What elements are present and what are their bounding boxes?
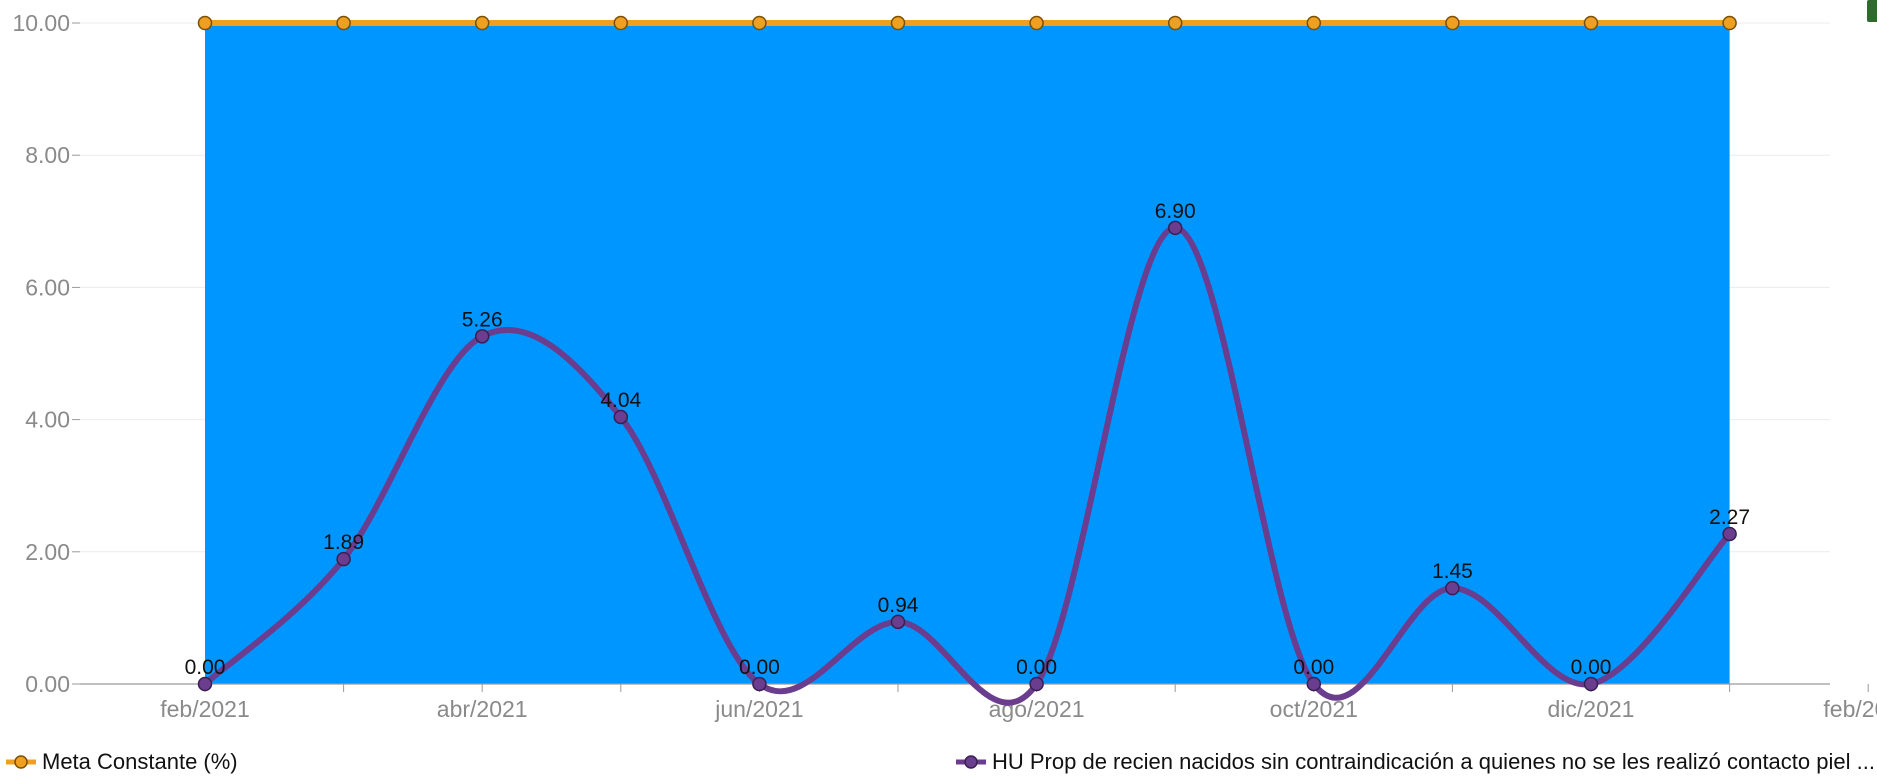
meta-point — [1306, 15, 1322, 31]
data-label: 0.00 — [1293, 656, 1334, 679]
meta-point — [197, 15, 213, 31]
x-tick-label: oct/2021 — [1270, 696, 1358, 722]
meta-point — [890, 15, 906, 31]
y-tick-label: 2.00 — [25, 539, 70, 565]
y-tick-label: 4.00 — [25, 407, 70, 433]
hu-point — [1167, 220, 1183, 236]
hu-point — [890, 614, 906, 630]
data-label: 1.45 — [1432, 560, 1473, 583]
data-label: 0.00 — [1571, 656, 1612, 679]
data-label: 0.00 — [1016, 656, 1057, 679]
data-label: 0.94 — [878, 594, 919, 617]
hu-point — [1722, 526, 1737, 542]
hu-point — [336, 551, 351, 567]
y-tick-label: 8.00 — [25, 142, 70, 168]
y-tick-label: 10.00 — [12, 10, 70, 36]
x-tick-label: jun/2021 — [714, 696, 803, 722]
data-label: 0.00 — [185, 656, 226, 679]
hu-point — [1445, 580, 1460, 596]
y-tick-label: 6.00 — [25, 274, 70, 300]
x-tick-label: feb/2021 — [160, 696, 250, 722]
hu-point — [613, 409, 629, 425]
line-chart: 0.00 2.00 4.00 6.00 8.00 10.00 feb/2021 abr/202… — [12, 10, 1877, 722]
meta-point — [752, 15, 767, 31]
data-label: 6.90 — [1155, 200, 1196, 223]
hu-point — [1583, 676, 1599, 692]
meta-point — [1029, 15, 1044, 31]
legend-hu-label: HU Prop de recien nacidos sin contraindi… — [992, 749, 1875, 774]
data-label: 2.27 — [1709, 506, 1750, 529]
y-tick-label: 0.00 — [25, 671, 70, 697]
hu-point — [1306, 676, 1322, 692]
x-tick-label: dic/2021 — [1548, 696, 1635, 722]
meta-fill-area — [205, 23, 1730, 684]
legend-item-hu[interactable]: HU Prop de recien nacidos sin contraindi… — [956, 748, 1875, 776]
hu-series — [197, 220, 1737, 706]
legend-meta-icon — [6, 755, 36, 769]
meta-point — [1167, 15, 1183, 31]
meta-point — [613, 15, 629, 31]
hu-point — [474, 329, 490, 344]
legend-hu-icon — [956, 755, 986, 769]
x-tick-label: feb/2022 — [1823, 696, 1877, 722]
hu-point — [1029, 676, 1044, 692]
x-tick-label: abr/2021 — [437, 696, 528, 722]
hu-point — [752, 676, 767, 692]
legend-meta-label: Meta Constante (%) — [42, 749, 238, 774]
data-labels: 0.00 1.89 5.26 4.04 0.00 0.94 0.00 6.90 0.00 1.45… — [185, 200, 1750, 679]
meta-area — [205, 23, 1730, 684]
meta-point — [1722, 15, 1737, 31]
legend-item-meta[interactable]: Meta Constante (%) — [6, 748, 238, 776]
meta-point — [1583, 15, 1599, 31]
meta-point — [474, 15, 490, 31]
data-label: 4.04 — [600, 389, 641, 412]
meta-point — [1445, 15, 1460, 31]
meta-point — [336, 15, 351, 31]
data-label: 1.89 — [323, 531, 364, 554]
data-label: 0.00 — [739, 656, 780, 679]
data-label: 5.26 — [462, 308, 503, 331]
export-icon[interactable] — [1867, 0, 1877, 22]
hu-point — [197, 676, 213, 692]
meta-series — [197, 15, 1737, 31]
axes: 0.00 2.00 4.00 6.00 8.00 10.00 feb/2021 abr/202… — [12, 10, 1877, 722]
